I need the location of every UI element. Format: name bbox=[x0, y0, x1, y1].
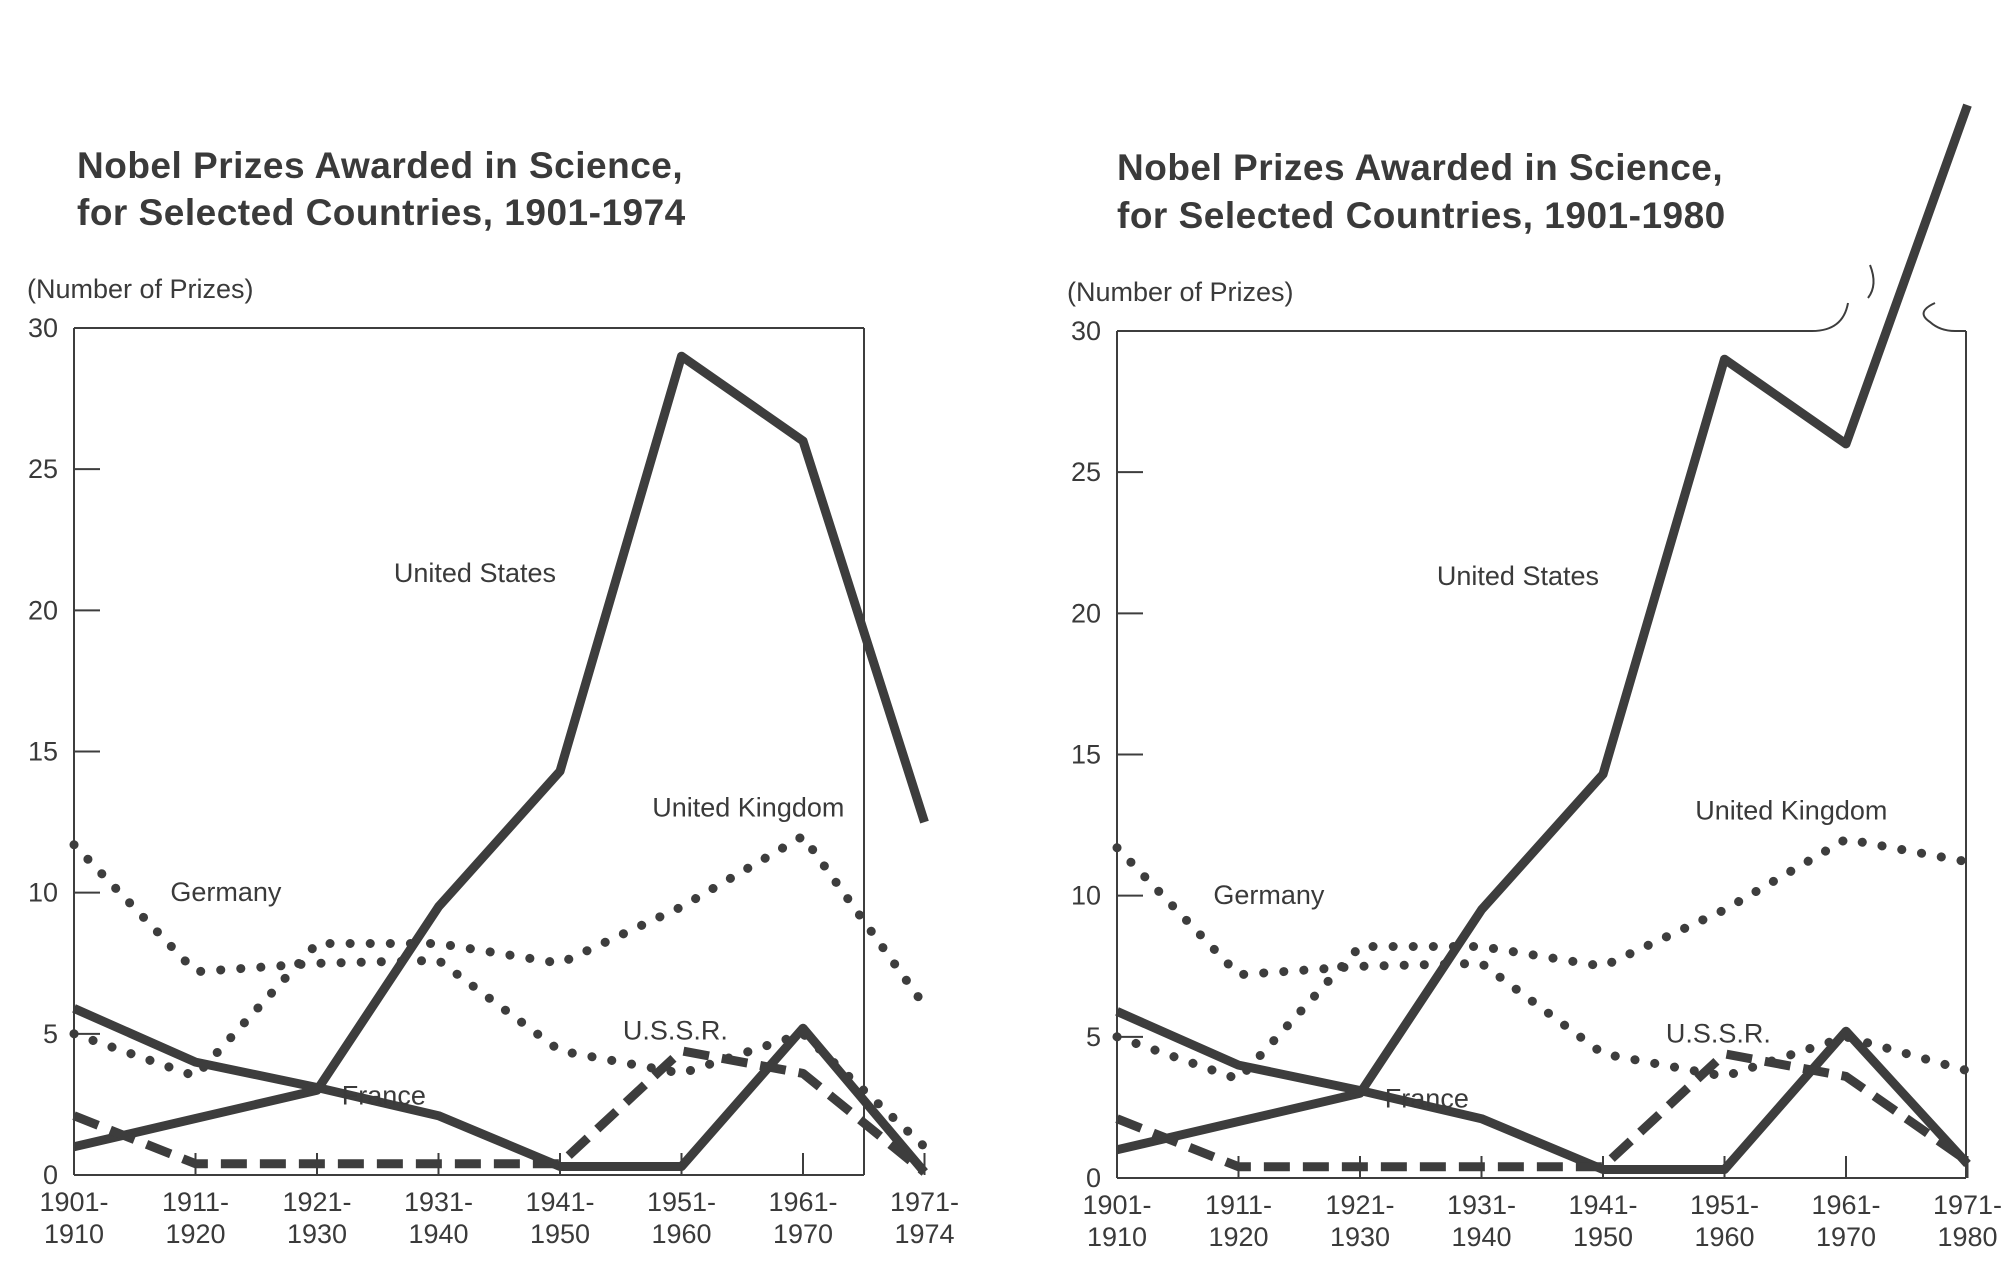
y-tick-label: 10 bbox=[1071, 881, 1101, 911]
series-line-united-states bbox=[72, 351, 929, 1152]
y-tick-label: 20 bbox=[28, 595, 58, 625]
x-tick-label: 1901-1910 bbox=[39, 1187, 108, 1249]
y-tick-label: 5 bbox=[43, 1019, 58, 1049]
x-tick-label: 1971-1974 bbox=[890, 1187, 959, 1249]
series-line-united-states bbox=[1115, 103, 1972, 1155]
y-tick-label: 25 bbox=[1071, 457, 1101, 487]
chart-title-line1: Nobel Prizes Awarded in Science, bbox=[77, 145, 683, 186]
y-tick-label: 15 bbox=[28, 737, 58, 767]
chart-title-line2: for Selected Countries, 1901-1980 bbox=[1117, 195, 1726, 236]
series-label-france: France bbox=[342, 1080, 426, 1110]
series-line-united-kingdom bbox=[69, 831, 929, 1081]
x-tick-label: 1961-1970 bbox=[1811, 1190, 1880, 1252]
top-border-right-segment bbox=[1922, 302, 1966, 332]
series-line-united-kingdom bbox=[1112, 834, 1972, 1084]
x-tick-label: 1931-1940 bbox=[1447, 1190, 1516, 1252]
series-label-united-kingdom: United Kingdom bbox=[1695, 795, 1887, 825]
chart-1901-1980: Nobel Prizes Awarded in Science, for Sel… bbox=[1067, 103, 2002, 1252]
series-line-u-s-s-r bbox=[72, 1046, 928, 1176]
chart-title-line1: Nobel Prizes Awarded in Science, bbox=[1117, 147, 1723, 188]
x-tick-label: 1951-1960 bbox=[1690, 1190, 1759, 1252]
series-lines bbox=[1112, 103, 1972, 1174]
y-axis-ticks: 0 5 10 15 20 25 30 bbox=[1071, 316, 1143, 1193]
y-tick-label: 0 bbox=[43, 1160, 58, 1190]
axis-break-mark bbox=[1867, 264, 1875, 299]
x-tick-label: 1961-1970 bbox=[768, 1187, 837, 1249]
y-tick-label: 30 bbox=[1071, 316, 1101, 346]
series-line-u-s-s-r bbox=[1115, 1049, 1971, 1172]
series-label-united-states: United States bbox=[394, 558, 556, 588]
series-label-united-kingdom: United Kingdom bbox=[652, 792, 844, 822]
y-tick-label: 5 bbox=[1086, 1022, 1101, 1052]
x-tick-label: 1951-1960 bbox=[647, 1187, 716, 1249]
x-tick-label: 1901-1910 bbox=[1082, 1190, 1151, 1252]
series-line-germany bbox=[1112, 843, 1972, 1081]
x-tick-label: 1941-1950 bbox=[1568, 1190, 1637, 1252]
x-tick-label: 1931-1940 bbox=[404, 1187, 473, 1249]
series-labels: United States United Kingdom Germany France… bbox=[170, 558, 844, 1110]
x-axis-ticks: 1901-1910 1911-1920 1921-1930 1931-1940 1941… bbox=[1082, 1156, 2002, 1252]
x-tick-label: 1921-1930 bbox=[1325, 1190, 1394, 1252]
series-label-france: France bbox=[1385, 1083, 1469, 1113]
top-border-left-segment bbox=[1117, 302, 1849, 332]
chart-title-line2: for Selected Countries, 1901-1974 bbox=[77, 192, 686, 233]
x-tick-label: 1941-1950 bbox=[525, 1187, 594, 1249]
y-axis-unit-label: (Number of Prizes) bbox=[27, 274, 254, 304]
series-label-germany: Germany bbox=[170, 877, 282, 907]
series-line-france bbox=[72, 1004, 928, 1176]
series-line-germany bbox=[69, 840, 929, 1152]
y-tick-label: 10 bbox=[28, 878, 58, 908]
y-axis-unit-label: (Number of Prizes) bbox=[1067, 277, 1294, 307]
x-tick-label: 1911-1920 bbox=[1205, 1190, 1272, 1252]
y-tick-label: 30 bbox=[28, 313, 58, 343]
y-axis-ticks: 0 5 10 15 20 25 30 bbox=[28, 313, 100, 1190]
series-label-germany: Germany bbox=[1213, 880, 1325, 910]
x-tick-label: 1921-1930 bbox=[282, 1187, 351, 1249]
x-axis-ticks: 1901-1910 1911-1920 1921-1930 1931-1940 1941… bbox=[39, 1153, 959, 1249]
y-tick-label: 20 bbox=[1071, 598, 1101, 628]
series-label-united-states: United States bbox=[1437, 561, 1599, 591]
series-lines bbox=[69, 351, 929, 1176]
x-tick-label: 1971-1980 bbox=[1933, 1190, 2002, 1252]
y-tick-label: 0 bbox=[1086, 1163, 1101, 1193]
series-label-u-s-s-r: U.S.S.R. bbox=[623, 1015, 728, 1045]
y-tick-label: 15 bbox=[1071, 740, 1101, 770]
series-label-u-s-s-r: U.S.S.R. bbox=[1666, 1018, 1771, 1048]
x-tick-label: 1911-1920 bbox=[162, 1187, 229, 1249]
chart-1901-1974: Nobel Prizes Awarded in Science, for Sel… bbox=[27, 145, 959, 1249]
y-tick-label: 25 bbox=[28, 454, 58, 484]
series-line-france bbox=[1115, 1007, 1971, 1174]
series-labels: United States United Kingdom Germany France… bbox=[1213, 561, 1887, 1113]
